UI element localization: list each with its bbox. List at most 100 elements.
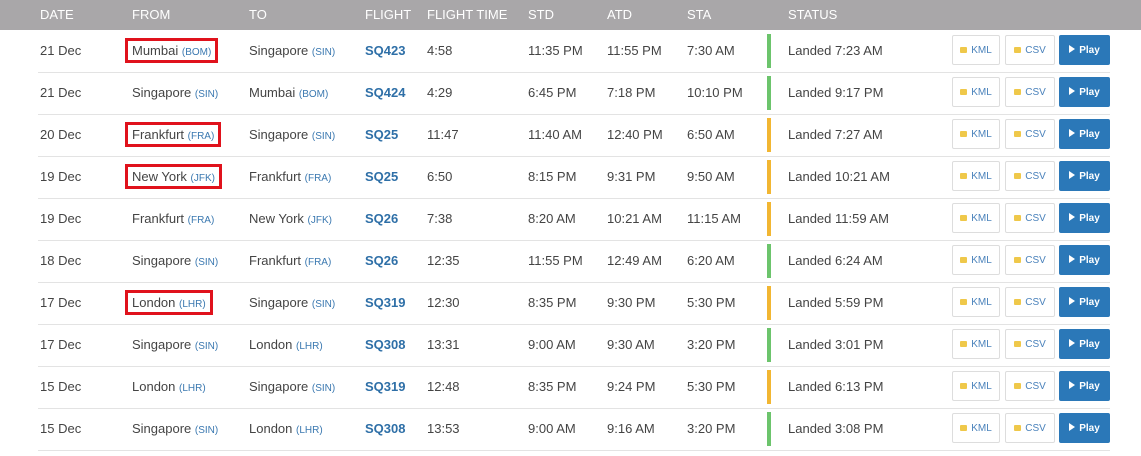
button-label: Play <box>1079 339 1100 350</box>
play-button[interactable]: Play <box>1059 371 1110 401</box>
lock-icon <box>960 131 968 137</box>
airport-code: (BOM) <box>298 89 329 100</box>
from-place: Singapore (SIN) <box>132 337 218 352</box>
airport-code: (JFK) <box>190 173 215 184</box>
flight-time: 11:47 <box>427 127 459 142</box>
flight-number[interactable]: SQ308 <box>365 421 406 436</box>
lock-icon <box>960 257 968 263</box>
download-button[interactable]: KML <box>952 287 1000 317</box>
play-button[interactable]: Play <box>1059 35 1110 65</box>
column-header: ATD <box>607 7 633 22</box>
from-place: London (LHR) <box>132 379 206 394</box>
download-button[interactable]: CSV <box>1005 161 1055 191</box>
button-label: CSV <box>1025 129 1046 140</box>
flight-number[interactable]: SQ308 <box>365 337 406 352</box>
atd: 9:30 AM <box>607 337 655 352</box>
button-label: CSV <box>1025 87 1046 98</box>
atd: 9:24 PM <box>607 379 656 394</box>
status-indicator <box>767 76 771 110</box>
flight-number[interactable]: SQ423 <box>365 43 406 58</box>
std: 11:55 PM <box>528 253 583 268</box>
date: 20 Dec <box>40 127 82 142</box>
airport-code: (FRA) <box>187 131 215 142</box>
play-button[interactable]: Play <box>1059 77 1110 107</box>
std: 8:35 PM <box>528 295 577 310</box>
status-indicator <box>767 412 771 446</box>
lock-icon <box>960 425 968 431</box>
atd: 11:55 PM <box>607 43 662 58</box>
download-button[interactable]: CSV <box>1005 35 1055 65</box>
from-cell: Singapore (SIN) <box>132 72 218 116</box>
button-label: KML <box>971 45 992 56</box>
flight-number[interactable]: SQ26 <box>365 211 399 226</box>
download-button[interactable]: KML <box>952 203 1000 233</box>
city: Singapore <box>132 253 192 268</box>
button-label: CSV <box>1025 171 1046 182</box>
play-button[interactable]: Play <box>1059 329 1110 359</box>
to-cell: Singapore (SIN) <box>249 366 335 410</box>
airport-code: (SIN) <box>194 89 219 100</box>
flight-number[interactable]: SQ319 <box>365 295 406 310</box>
play-icon <box>1069 87 1076 95</box>
sta: 11:15 AM <box>687 211 741 226</box>
flight-row: 21 Dec Singapore (SIN) Mumbai (BOM) SQ424 4:… <box>38 72 1110 115</box>
flight-time: 4:29 <box>427 85 453 100</box>
play-button[interactable]: Play <box>1059 413 1110 443</box>
download-button[interactable]: CSV <box>1005 77 1055 107</box>
button-label: Play <box>1079 45 1100 56</box>
download-button[interactable]: CSV <box>1005 287 1055 317</box>
play-button[interactable]: Play <box>1059 245 1110 275</box>
flight-row: 15 Dec Singapore (SIN) London (LHR) SQ308 13… <box>38 408 1110 451</box>
date: 21 Dec <box>40 43 82 58</box>
play-button[interactable]: Play <box>1059 119 1110 149</box>
date: 15 Dec <box>40 421 82 436</box>
button-label: KML <box>971 255 992 266</box>
download-button[interactable]: KML <box>952 119 1000 149</box>
download-button[interactable]: KML <box>952 245 1000 275</box>
column-header: TO <box>249 7 267 22</box>
sta: 7:30 AM <box>687 43 735 58</box>
city: Singapore <box>132 421 192 436</box>
city: Singapore <box>132 337 192 352</box>
download-button[interactable]: KML <box>952 329 1000 359</box>
lock-icon <box>1014 425 1022 431</box>
download-button[interactable]: KML <box>952 77 1000 107</box>
button-label: KML <box>971 87 992 98</box>
download-button[interactable]: KML <box>952 161 1000 191</box>
download-button[interactable]: CSV <box>1005 329 1055 359</box>
download-button[interactable]: KML <box>952 35 1000 65</box>
download-button[interactable]: CSV <box>1005 119 1055 149</box>
std: 9:00 AM <box>528 337 576 352</box>
download-button[interactable]: CSV <box>1005 245 1055 275</box>
flight-number[interactable]: SQ26 <box>365 253 399 268</box>
button-label: KML <box>971 423 992 434</box>
play-button[interactable]: Play <box>1059 287 1110 317</box>
city: Frankfurt <box>249 169 302 184</box>
download-button[interactable]: KML <box>952 413 1000 443</box>
play-button[interactable]: Play <box>1059 161 1110 191</box>
to-place: London (LHR) <box>249 337 323 352</box>
city: New York <box>132 169 187 184</box>
play-button[interactable]: Play <box>1059 203 1110 233</box>
download-button[interactable]: CSV <box>1005 371 1055 401</box>
airport-code: (SIN) <box>194 341 219 352</box>
to-cell: London (LHR) <box>249 324 323 368</box>
play-icon <box>1069 213 1076 221</box>
flight-number[interactable]: SQ25 <box>365 169 399 184</box>
flight-time: 6:50 <box>427 169 453 184</box>
lock-icon <box>960 383 968 389</box>
download-button[interactable]: CSV <box>1005 203 1055 233</box>
flight-number[interactable]: SQ319 <box>365 379 406 394</box>
flight-number[interactable]: SQ25 <box>365 127 399 142</box>
city: Mumbai <box>249 85 296 100</box>
atd: 9:30 PM <box>607 295 656 310</box>
city: Mumbai <box>132 43 179 58</box>
to-place: Singapore (SIN) <box>249 127 335 142</box>
city: New York <box>249 211 304 226</box>
download-button[interactable]: CSV <box>1005 413 1055 443</box>
download-button[interactable]: KML <box>952 371 1000 401</box>
flight-number[interactable]: SQ424 <box>365 85 406 100</box>
status: Landed 3:08 PM <box>788 421 884 436</box>
column-header: STA <box>687 7 712 22</box>
std: 8:15 PM <box>528 169 577 184</box>
